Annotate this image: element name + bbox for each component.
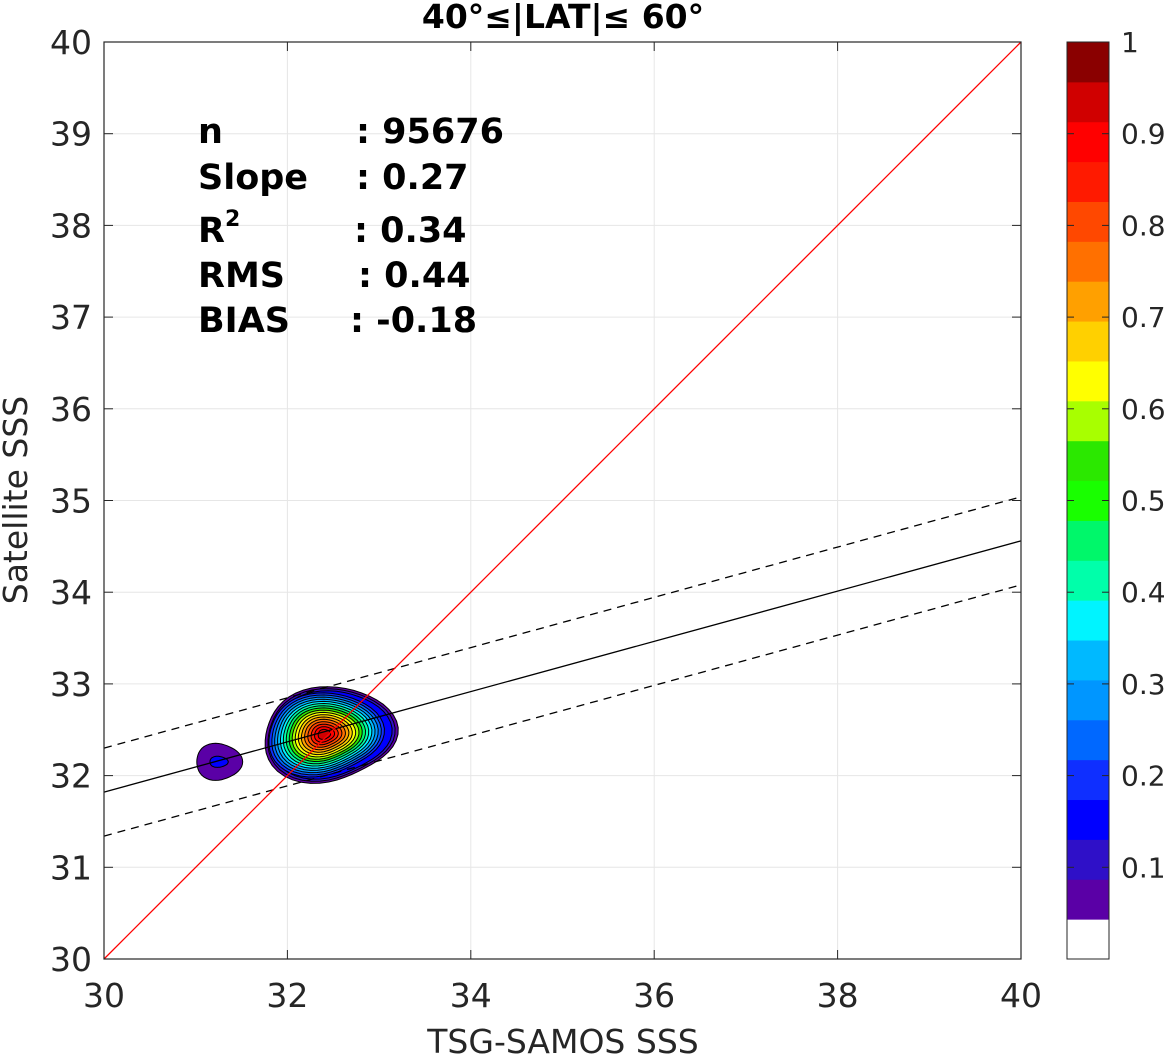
stat-slope-label: Slope [198, 158, 308, 198]
stat-rms-label: RMS [198, 256, 285, 296]
colorbar-segment [1067, 281, 1109, 322]
colorbar-segment [1067, 121, 1109, 163]
x-tick-label: 30 [83, 976, 125, 1015]
x-tick-label: 36 [633, 976, 675, 1015]
colorbar-segment [1067, 640, 1109, 681]
y-tick-label: 31 [50, 848, 92, 887]
y-tick-label: 34 [50, 573, 92, 612]
density-contours [196, 686, 399, 784]
y-axis-label: Satellite SSS [0, 396, 35, 605]
colorbar-segment [1067, 360, 1109, 402]
colorbar: 0.1 0.2 0.3 0.4 0.5 0.6 0.7 0.8 0.9 1 [1066, 26, 1166, 960]
colorbar-tick-label: 0.7 [1121, 301, 1166, 334]
axis-ticks: 30 32 34 36 38 40 30 31 32 33 34 35 36 37 38 39 40 [50, 23, 1042, 1015]
stat-rms-value: : 0.44 [358, 256, 471, 296]
stat-slope-value: : 0.27 [356, 158, 469, 198]
y-tick-label: 30 [50, 940, 92, 979]
colorbar-segment [1067, 839, 1109, 880]
x-tick-label: 38 [817, 976, 859, 1015]
stat-r2-value: : 0.34 [354, 211, 467, 251]
y-tick-label: 33 [50, 665, 92, 704]
x-tick-label: 32 [266, 976, 308, 1015]
colorbar-segment [1067, 241, 1109, 282]
colorbar-tick-label: 0.1 [1121, 851, 1166, 884]
one-to-one-line [103, 41, 1022, 960]
y-tick-label: 40 [50, 23, 92, 62]
y-tick-label: 32 [50, 757, 92, 796]
stat-r2-sup: 2 [225, 207, 240, 232]
x-tick-label: 34 [450, 976, 492, 1015]
y-tick-label: 35 [50, 482, 92, 521]
stat-bias-label: BIAS [198, 301, 290, 341]
fit-band-upper-line [103, 496, 1022, 749]
colorbar-segment [1067, 321, 1109, 362]
stat-bias-value: : -0.18 [350, 301, 477, 341]
colorbar-segment [1067, 520, 1109, 561]
stat-n-label: n [198, 112, 223, 152]
regression-fit-line [103, 540, 1022, 793]
stat-n-value: : 95676 [356, 112, 504, 152]
colorbar-segment [1067, 600, 1109, 641]
colorbar-tick-label: 0.6 [1121, 393, 1166, 426]
colorbar-segment [1067, 440, 1109, 482]
colorbar-segment [1067, 81, 1109, 123]
y-tick-label: 37 [50, 298, 92, 337]
x-axis-label: TSG-SAMOS SSS [426, 1022, 698, 1055]
colorbar-segment [1067, 759, 1109, 801]
colorbar-tick-label: 0.2 [1121, 760, 1166, 793]
colorbar-segment [1067, 799, 1109, 840]
colorbar-segment [1067, 560, 1109, 601]
fit-band-lower-line [103, 584, 1022, 837]
colorbar-tick-label: 1 [1121, 26, 1139, 59]
x-tick-label: 40 [1000, 976, 1042, 1015]
y-tick-label: 38 [50, 206, 92, 245]
colorbar-tick-label: 0.9 [1121, 118, 1166, 151]
colorbar-tick-label: 0.5 [1121, 485, 1166, 518]
statistics-annotation: n : 95676 Slope : 0.27 R2 : 0.34 RMS : 0… [198, 112, 504, 341]
colorbar-segment [1067, 719, 1109, 761]
y-tick-label: 36 [50, 390, 92, 429]
reference-lines [103, 41, 1022, 960]
colorbar-segment [1067, 879, 1109, 920]
y-tick-label: 39 [50, 115, 92, 154]
stat-r2-label: R2 [198, 207, 240, 251]
colorbar-segment [1067, 161, 1109, 202]
chart-title: 40°≤|LAT|≤ 60° [422, 0, 704, 36]
colorbar-tick-label: 0.3 [1121, 668, 1166, 701]
colorbar-tick-label: 0.8 [1121, 209, 1166, 242]
colorbar-segment [1067, 201, 1109, 242]
colorbar-tick-label: 0.4 [1121, 576, 1166, 609]
colorbar-segment [1067, 42, 1109, 83]
colorbar-segment [1067, 919, 1109, 960]
colorbar-segment [1067, 400, 1109, 442]
colorbar-segment [1067, 679, 1109, 721]
stat-r2-base: R [198, 211, 225, 251]
